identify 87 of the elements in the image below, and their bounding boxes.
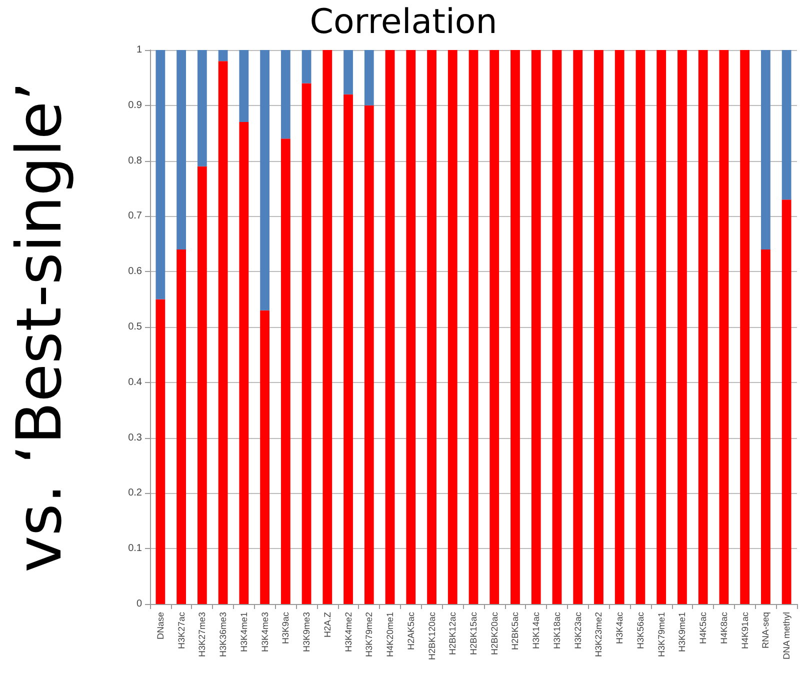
x-tick-label: H3K4me3 xyxy=(260,612,270,652)
x-tick-label: H3K9ac xyxy=(280,612,291,644)
y-tick-label: 0.2 xyxy=(128,488,142,499)
x-tick-label: H3K4me2 xyxy=(343,612,354,652)
bar xyxy=(218,61,228,604)
bar xyxy=(510,50,520,604)
x-tick-label: H3K9me1 xyxy=(677,612,688,652)
bar xyxy=(322,50,332,604)
bar xyxy=(218,50,228,62)
x-tick-label: H3K56ac xyxy=(635,612,646,650)
x-tick-label: H2BK15ac xyxy=(468,612,478,656)
bar xyxy=(468,50,478,604)
x-tick-label: H3K9me3 xyxy=(302,612,312,652)
x-tick-label: H4K5ac xyxy=(698,612,708,644)
y-tick-label: 0.3 xyxy=(128,432,142,444)
bar xyxy=(280,50,290,139)
bar xyxy=(239,122,249,604)
bar xyxy=(636,50,646,604)
y-tick-label: 0.5 xyxy=(128,322,142,332)
bar xyxy=(260,310,270,604)
bar xyxy=(448,50,458,604)
bar xyxy=(344,94,353,604)
bar xyxy=(573,50,583,604)
bar xyxy=(740,50,750,604)
x-tick-label: H2AK5ac xyxy=(406,612,416,650)
y-tick-label: 0.6 xyxy=(128,266,142,278)
bar xyxy=(698,50,708,604)
y-tick-label: 0.7 xyxy=(128,210,142,222)
bar xyxy=(782,200,792,604)
x-tick-label: H2BK120ac xyxy=(426,612,437,660)
bar xyxy=(385,50,395,604)
x-tick-label: H2BK20ac xyxy=(489,612,500,656)
bar xyxy=(656,50,666,604)
bar xyxy=(260,50,270,310)
bar xyxy=(156,299,166,604)
bar xyxy=(197,50,207,166)
y-tick-label: 1 xyxy=(136,44,142,56)
x-tick-label: H2BK5ac xyxy=(510,612,520,650)
x-tick-label: H3K4me1 xyxy=(238,612,249,652)
bar xyxy=(761,249,770,604)
bar xyxy=(761,50,770,250)
chart-title: Correlation xyxy=(310,2,498,42)
x-tick-label: RNA-seq xyxy=(760,612,771,649)
y-tick-label: 0.9 xyxy=(128,100,142,111)
x-tick-label: H2A.Z xyxy=(322,612,332,638)
bar xyxy=(156,50,166,300)
y-tick-label: 0.4 xyxy=(128,376,142,388)
bar xyxy=(678,50,687,604)
y-tick-label: 0.1 xyxy=(128,543,142,554)
y-tick-label: 0 xyxy=(136,598,142,610)
x-tick-label: H3K23me2 xyxy=(594,612,604,658)
bar xyxy=(552,50,562,604)
x-tick-label: H3K27ac xyxy=(176,612,186,650)
x-tick-label: DNase xyxy=(155,612,166,640)
x-tick-label: H4K20me1 xyxy=(385,612,396,658)
x-tick-label: H3K23ac xyxy=(572,612,583,650)
x-tick-label: DNA methyl xyxy=(782,612,792,660)
x-tick-label: H4K8ac xyxy=(718,612,729,644)
bar xyxy=(594,50,604,604)
bar xyxy=(344,50,353,94)
bar xyxy=(239,50,249,122)
bar xyxy=(427,50,436,604)
bar xyxy=(406,50,416,604)
y-tick-label: 0.8 xyxy=(128,155,142,166)
bar xyxy=(531,50,541,604)
bar xyxy=(364,50,374,106)
x-tick-label: H2BK12ac xyxy=(448,612,458,656)
x-tick-label: H3K27me3 xyxy=(197,612,208,658)
bar xyxy=(280,138,290,604)
bar xyxy=(302,83,312,604)
x-tick-label: H3K79me1 xyxy=(656,612,666,658)
x-tick-label: H4K91ac xyxy=(740,612,750,650)
bar xyxy=(364,105,374,604)
bar xyxy=(176,249,186,604)
bar xyxy=(302,50,312,84)
x-tick-label: H3K14ac xyxy=(531,612,542,650)
bar xyxy=(614,50,624,604)
bar xyxy=(719,50,729,604)
bar xyxy=(197,166,207,604)
x-tick-label: H3K79me2 xyxy=(364,612,374,658)
y-axis-title: vs. ‘Best-single’ xyxy=(2,81,76,573)
bar xyxy=(176,50,186,250)
x-tick-label: H3K18ac xyxy=(552,612,562,650)
x-tick-label: H3K36me3 xyxy=(218,612,228,658)
bar xyxy=(490,50,500,604)
x-tick-label: H3K4ac xyxy=(614,612,625,644)
bar xyxy=(782,50,792,200)
